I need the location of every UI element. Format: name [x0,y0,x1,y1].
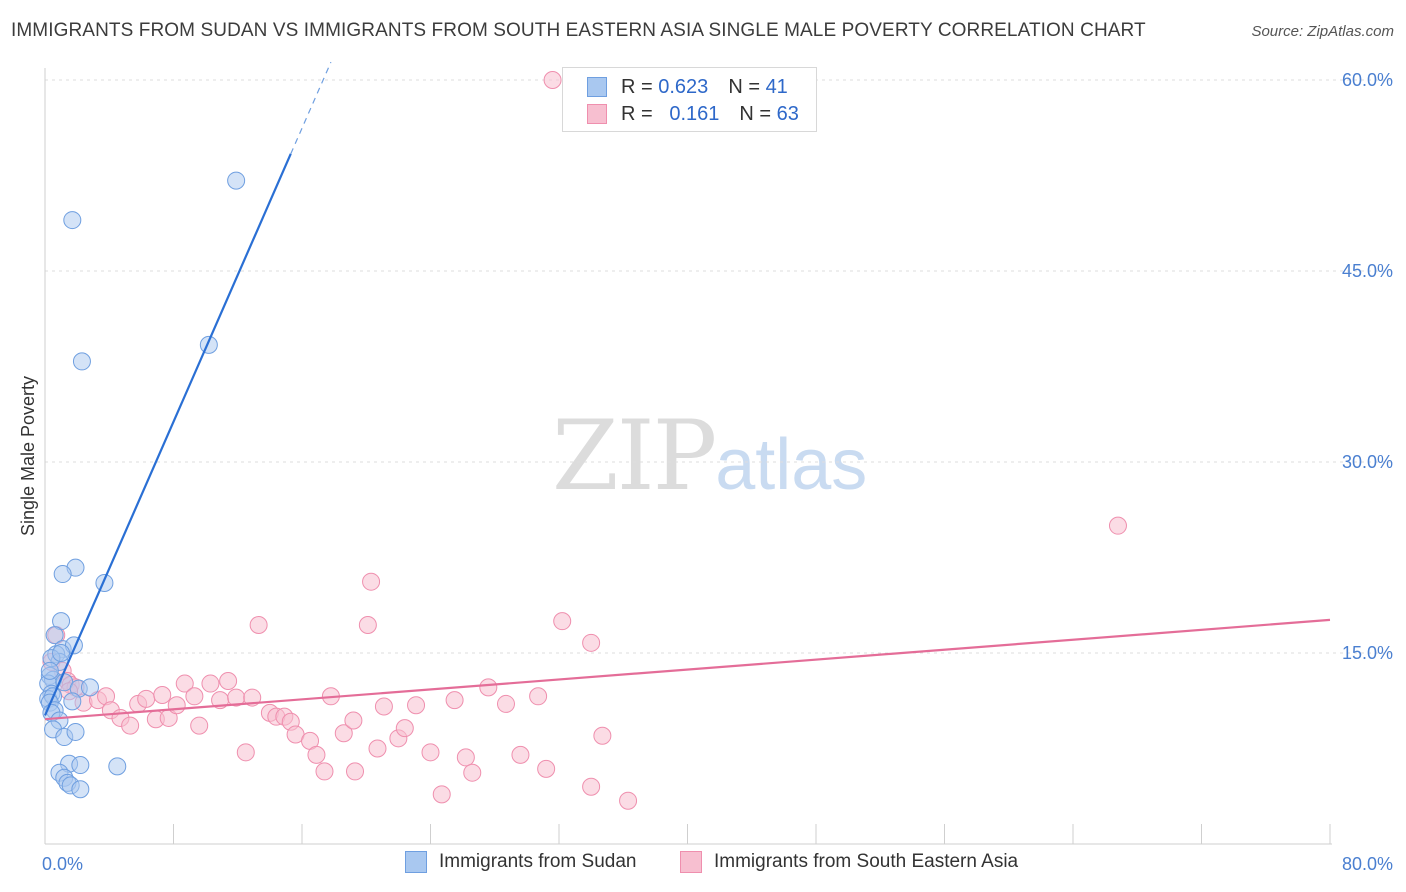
bottom-legend-sea: Immigrants from South Eastern Asia [680,851,1018,873]
legend-n-value: 41 [765,75,788,98]
sea-point [463,763,482,782]
correlation-legend: R = 0.623 N = 41 R = 0.161 N = 63 [562,67,817,132]
sea-point [219,672,238,691]
sea-point [529,687,548,706]
watermark-atlas: atlas [715,425,868,505]
sudan-point [52,644,71,662]
sudan-point [71,780,90,799]
sudan-point [108,757,127,776]
sudan-trend-line [43,153,292,716]
sea-point [344,711,363,730]
legend-r-value: 0.623 [658,75,709,98]
sea-point [1108,516,1127,535]
sea-trend-line [44,618,1331,721]
legend-r-label: R = [621,75,653,98]
legend-n-label: N = [728,75,760,98]
sea-point [315,762,334,781]
legend-swatch-sudan [587,77,607,97]
legend-n-label: N = [739,102,772,125]
legend-row-sudan: R = 0.623 N = 41 [587,74,788,100]
sea-point [307,745,326,764]
watermark-zip: ZIP [552,400,717,512]
sudan-points [39,171,246,799]
sea-point [185,687,204,706]
sea-point [137,689,156,708]
sea-points [42,71,1127,810]
sea-point [153,686,172,705]
sudan-point [53,565,72,584]
sudan-point [63,692,82,711]
sea-point [121,716,140,735]
y-tick-label: 45.0% [1342,261,1393,281]
sudan-point [66,722,85,741]
sea-point [479,678,498,697]
bottom-legend-sudan: Immigrants from Sudan [405,851,636,873]
legend-n-value: 63 [776,102,799,125]
sea-point [432,785,451,804]
chart-title: IMMIGRANTS FROM SUDAN VS IMMIGRANTS FROM… [11,20,1146,41]
sea-point [346,762,365,781]
sea-point [368,739,387,758]
watermark: ZIPatlas [552,400,867,512]
sea-point [175,674,194,693]
sea-point [553,612,572,631]
legend-r-value: 0.161 [669,102,720,125]
trend-lines [43,61,1331,721]
bottom-legend-sudan-label: Immigrants from Sudan [439,851,637,872]
sea-point [374,697,393,716]
y-tick-label: 15.0% [1342,643,1393,663]
sea-point [334,724,353,743]
sudan-point [72,352,91,371]
y-tick-label: 30.0% [1342,452,1393,472]
sea-point [167,696,186,715]
sea-point [407,696,426,715]
sea-point [358,615,377,634]
gridlines [45,79,1395,654]
sudan-point [63,211,82,230]
x-tick-label: 80.0% [1342,854,1393,874]
sudan-point [45,626,64,645]
sudan-point [227,171,246,190]
sea-point [236,743,255,762]
bottom-legend-sea-label: Immigrants from South Eastern Asia [714,851,1019,872]
sea-point [249,615,268,634]
sea-point [593,726,612,745]
sea-point [190,716,209,735]
sea-point [496,694,515,713]
sea-point [543,71,562,89]
legend-swatch-sea [587,104,607,124]
sudan-point [80,678,99,697]
sudan-trend-extension [290,61,332,155]
x-tick-label: 0.0% [42,854,83,874]
y-axis-label: Single Male Poverty [18,376,38,536]
bottom-swatch-sea [680,851,702,873]
sea-point [619,791,638,810]
sea-point [582,633,601,652]
bottom-swatch-sudan [405,851,427,873]
sudan-point [40,661,59,680]
sea-point [511,745,530,764]
sea-point [456,748,475,767]
sea-point [537,759,556,778]
sea-point [362,572,381,591]
legend-r-label: R = [621,102,653,125]
sea-point [395,719,414,738]
legend-row-sea: R = 0.161 N = 63 [587,101,799,127]
tick-labels: 15.0% 30.0% 45.0% 60.0% 0.0% 80.0% [42,70,1393,874]
sea-point [421,743,440,762]
source-label: Source: ZipAtlas.com [1251,23,1394,40]
sudan-point [71,756,90,775]
sea-point [445,691,464,710]
y-tick-label: 60.0% [1342,70,1393,90]
sea-point [201,674,220,693]
sea-point [582,777,601,796]
